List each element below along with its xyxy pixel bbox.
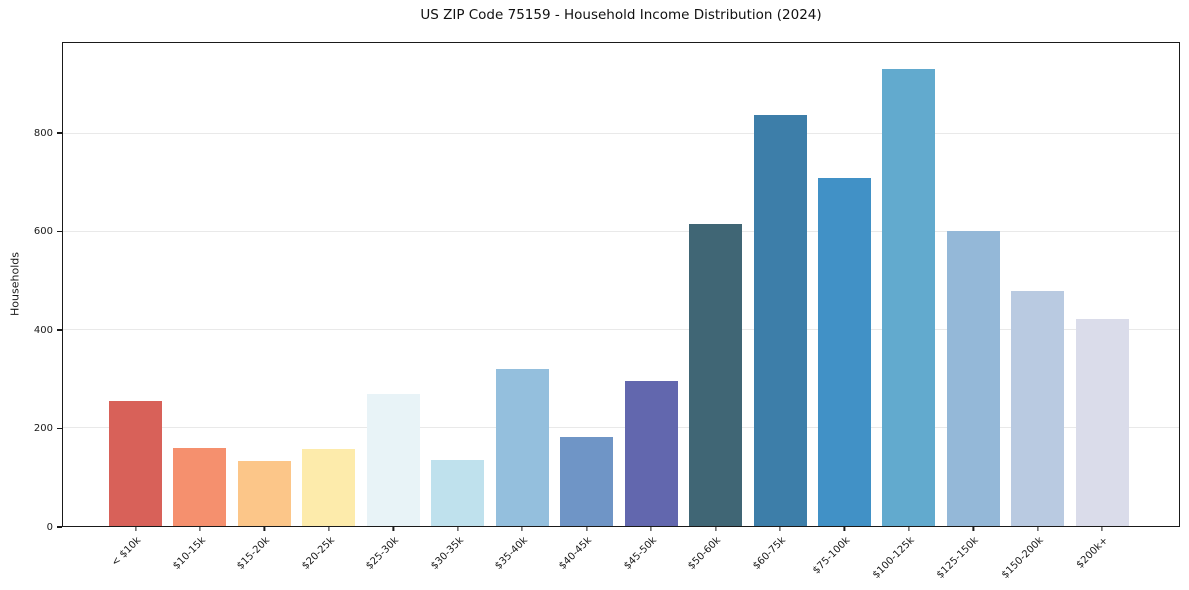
y-tick-400 <box>57 329 62 331</box>
bar-< $10k <box>109 400 162 526</box>
gridline-600 <box>63 230 1179 232</box>
x-tick-label-13: $125-150k <box>935 535 982 581</box>
x-tick-label-15: $200k+ <box>1074 535 1111 571</box>
x-tick-label-2: $15-20k <box>235 535 273 572</box>
gridline-200 <box>63 426 1179 428</box>
bar-slot-0: < $10k <box>109 43 162 569</box>
x-tick-label-5: $30-35k <box>428 535 466 572</box>
bars-container: < $10k $10-15k $15-20k $20-25k $25-30k $30-35… <box>63 43 1179 581</box>
y-tick-200 <box>57 427 62 430</box>
bar-$125-150k <box>946 230 1000 526</box>
y-tick-label-200: 200 <box>33 423 53 435</box>
bar-$50-60k <box>689 224 743 526</box>
x-tick-label-10: $60-75k <box>750 535 788 572</box>
bar-slot-14: $150-200k <box>1000 43 1065 581</box>
x-tick-label-0: < $10k <box>109 535 144 569</box>
bar-slot-15: $200k+ <box>1074 43 1129 571</box>
bar-$45-50k <box>624 381 678 526</box>
x-tick-3 <box>328 526 330 531</box>
bar-$15-20k <box>237 460 291 526</box>
bar-slot-6: $35-40k <box>493 43 549 572</box>
x-tick-15 <box>1101 526 1103 531</box>
bar-slot-1: $10-15k <box>171 43 227 572</box>
bar-$200k+ <box>1075 318 1129 526</box>
bar-slot-10: $60-75k <box>751 43 807 572</box>
y-tick-label-400: 400 <box>33 324 53 336</box>
bar-$75-100k <box>817 177 871 526</box>
x-tick-label-14: $150-200k <box>999 535 1046 581</box>
x-tick-1 <box>199 526 201 531</box>
y-tick-label-600: 600 <box>33 226 53 238</box>
bar-slot-11: $75-100k <box>811 43 871 576</box>
bar-$100-125k <box>882 68 936 526</box>
bar-$60-75k <box>753 115 807 526</box>
x-tick-11 <box>843 526 846 531</box>
bar-$20-25k <box>302 448 356 526</box>
x-tick-label-1: $10-15k <box>170 535 208 572</box>
x-tick-12 <box>908 526 910 531</box>
bar-slot-9: $50-60k <box>686 43 743 572</box>
bar-$25-30k <box>366 393 420 526</box>
bar-slot-13: $125-150k <box>935 43 1000 581</box>
x-tick-label-12: $100-125k <box>870 535 917 581</box>
x-tick-13 <box>972 526 974 531</box>
y-tick-label-800: 800 <box>33 127 53 139</box>
y-tick-800 <box>57 132 62 134</box>
x-tick-6 <box>521 526 523 531</box>
bar-slot-2: $15-20k <box>235 43 291 572</box>
x-tick-label-7: $40-45k <box>557 535 595 572</box>
bar-$35-40k <box>495 368 549 526</box>
x-tick-0 <box>134 526 137 531</box>
x-tick-9 <box>714 526 717 531</box>
y-tick-label-0: 0 <box>46 521 53 533</box>
bar-slot-4: $25-30k <box>364 43 420 572</box>
x-tick-5 <box>457 526 459 531</box>
gridline-800 <box>63 132 1179 134</box>
bar-slot-12: $100-125k <box>871 43 936 581</box>
x-tick-label-11: $75-100k <box>810 535 853 577</box>
x-tick-7 <box>586 526 588 531</box>
gridline-400 <box>63 328 1179 330</box>
bar-slot-8: $45-50k <box>622 43 678 572</box>
bar-slot-7: $40-45k <box>558 43 614 572</box>
x-tick-8 <box>650 526 652 531</box>
x-tick-label-9: $50-60k <box>686 535 724 572</box>
x-tick-label-4: $25-30k <box>364 535 402 572</box>
x-tick-4 <box>392 526 394 531</box>
y-axis-label: Households <box>8 252 22 316</box>
bar-$30-35k <box>431 460 485 526</box>
bar-$40-45k <box>560 437 614 526</box>
y-tick-600 <box>57 230 62 233</box>
x-tick-14 <box>1037 526 1039 531</box>
x-tick-label-3: $20-25k <box>299 535 337 572</box>
plot-area: < $10k $10-15k $15-20k $20-25k $25-30k $30-35… <box>62 42 1180 581</box>
bar-$150-200k <box>1011 290 1065 526</box>
x-tick-label-6: $35-40k <box>493 535 530 572</box>
x-tick-label-8: $45-50k <box>621 535 659 572</box>
x-tick-10 <box>779 526 781 531</box>
bar-slot-3: $20-25k <box>300 43 356 572</box>
x-tick-2 <box>263 526 265 531</box>
y-tick-0 <box>57 526 62 528</box>
bar-slot-5: $30-35k <box>429 43 485 572</box>
bar-$10-15k <box>173 447 227 526</box>
chart-title: US ZIP Code 75159 - Household Income Dis… <box>420 7 822 23</box>
